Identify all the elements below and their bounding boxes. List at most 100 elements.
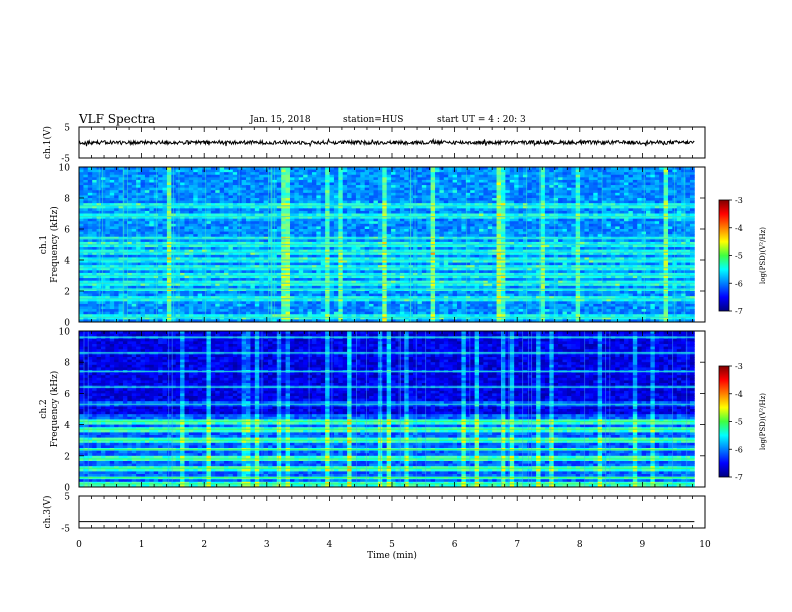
ch1-spectrogram-cell bbox=[562, 241, 568, 245]
ch1-spectrogram-cell bbox=[184, 179, 190, 183]
ch1-spectrogram-cell bbox=[329, 216, 335, 220]
ch1-spectrogram-cell bbox=[461, 208, 467, 212]
ch1-spectrogram-cell bbox=[131, 229, 137, 232]
ch1-spectrogram-cell bbox=[263, 210, 269, 214]
ch1-spectrogram-cell bbox=[333, 167, 339, 170]
ch1-spectrogram-cell bbox=[382, 205, 388, 209]
ch1-spectrogram-cell bbox=[105, 223, 111, 227]
ch1-spectrogram-cell bbox=[492, 190, 497, 194]
ch1-spectrogram-cell bbox=[650, 200, 656, 204]
ch1-spectrogram-cell bbox=[632, 252, 638, 256]
ch1-spectrogram-cell bbox=[175, 203, 181, 207]
ch1-spectrogram-cell bbox=[83, 169, 89, 173]
ch1-spectrogram-cell bbox=[391, 218, 396, 222]
ch1-spectrogram-cell bbox=[540, 200, 546, 204]
ch1-spectrogram-cell bbox=[136, 172, 141, 176]
ch1-spectrogram-cell bbox=[522, 247, 528, 251]
ch1-spectrogram-cell bbox=[417, 234, 423, 238]
ch1-spectrogram-cell bbox=[215, 179, 221, 183]
ch1-spectrogram-cell bbox=[105, 208, 111, 212]
ch1-spectrogram-cell bbox=[122, 229, 128, 232]
ch1-spectrogram-cell bbox=[553, 210, 559, 214]
ch1-spectrogram-cell bbox=[228, 244, 234, 248]
ch1-spectrogram-cell bbox=[624, 167, 629, 170]
ch1-spectrogram-cell bbox=[144, 216, 150, 220]
ch1-spectrogram-cell bbox=[457, 213, 462, 217]
ch1-spectrogram-cell bbox=[435, 208, 440, 212]
ch1-spectrogram-cell bbox=[615, 210, 621, 214]
ch1-spectrogram-cell bbox=[351, 205, 357, 209]
ch1-spectrogram-cell bbox=[232, 210, 238, 214]
ch1-spectrogram-cell bbox=[566, 244, 572, 248]
ch1-spectrogram-cell bbox=[619, 218, 625, 222]
ch1-spectrogram-cell bbox=[606, 187, 612, 191]
ch1-spectrogram-cell bbox=[689, 247, 695, 251]
ch1-spectrogram-cell bbox=[553, 167, 559, 170]
ch1-spectrogram-cell bbox=[457, 200, 462, 204]
ch1-spectrogram-cell bbox=[276, 190, 282, 194]
ch1-spectrogram-cell bbox=[465, 179, 471, 183]
ch1-spectrogram-cell bbox=[320, 192, 326, 196]
ch1-spectrogram-cell bbox=[685, 174, 691, 178]
ch1-spectrogram-cell bbox=[140, 257, 146, 261]
ch1-spectrogram-cell bbox=[430, 223, 436, 227]
ch1-spectrogram-cell bbox=[118, 239, 124, 243]
ch1-spectrogram-cell bbox=[597, 229, 603, 232]
ch1-spectrogram-cell bbox=[571, 167, 577, 170]
ch1-spectrogram-cell bbox=[118, 190, 124, 194]
ch1-spectrogram-cell bbox=[531, 172, 537, 176]
ch1-spectrogram-cell bbox=[663, 205, 669, 209]
ch1-spectrogram-cell bbox=[522, 234, 528, 238]
ch1-spectrogram-cell bbox=[83, 174, 89, 178]
ch1-spectrogram-cell bbox=[540, 213, 546, 217]
ch1-spectrogram-cell bbox=[158, 252, 163, 256]
ch1-spectrogram-cell bbox=[254, 185, 260, 189]
ch1-spectrogram-cell bbox=[553, 241, 559, 245]
ch1-spectrogram-cell bbox=[549, 231, 555, 235]
ch1-spectrogram-cell bbox=[294, 247, 300, 251]
ch1-spectrogram-cell bbox=[246, 254, 251, 258]
ch1-spectrogram-cell bbox=[285, 174, 291, 178]
ch1-spectrogram-cell bbox=[276, 182, 282, 186]
ch1-spectrogram-cell bbox=[474, 247, 480, 251]
ch1-spectrogram-cell bbox=[83, 218, 89, 222]
ch1-spectrogram-cell bbox=[351, 210, 357, 214]
ch1-spectrogram-cell bbox=[377, 167, 383, 170]
ch1-spectrogram-cell bbox=[210, 169, 216, 173]
ch1-spectrogram-cell bbox=[188, 208, 194, 212]
ch1-spectrogram-cell bbox=[333, 244, 339, 248]
ch1-spectrogram-cell bbox=[228, 221, 234, 225]
ch1-spectrogram-cell bbox=[395, 192, 401, 196]
ch1-spectrogram-cell bbox=[166, 167, 172, 170]
ch1-spectrogram-cell bbox=[667, 252, 673, 256]
ch1-spectrogram-cell bbox=[514, 198, 519, 201]
ch1-spectrogram-cell bbox=[663, 241, 669, 245]
ch1-spectrogram-cell bbox=[153, 216, 159, 220]
ch1-spectrogram-cell bbox=[435, 218, 440, 222]
ch1-spectrogram-cell bbox=[228, 205, 234, 209]
ch1-spectrogram-cell bbox=[285, 254, 291, 258]
ch1-spectrogram-cell bbox=[522, 195, 528, 199]
ch1-spectrogram-cell bbox=[202, 205, 207, 209]
ch1-spectrogram-cell bbox=[289, 205, 295, 209]
ch1-spectrogram-cell bbox=[162, 195, 168, 199]
ch1-spectrogram-cell bbox=[404, 192, 410, 196]
ch1-spectrogram-cell bbox=[311, 167, 317, 170]
ch1-spectrogram-cell bbox=[79, 167, 84, 170]
ch1-spectrogram-cell bbox=[628, 167, 634, 170]
ch1-spectrogram-cell bbox=[430, 221, 436, 225]
ch1-spectrogram-cell bbox=[158, 167, 163, 170]
ch1-spectrogram-cell bbox=[505, 167, 511, 170]
ch1-spectrogram-cell bbox=[404, 216, 410, 220]
ch1-spectrogram-cell bbox=[522, 213, 528, 217]
ch1-spectrogram-cell bbox=[439, 195, 445, 199]
ch1-spectrogram-cell bbox=[114, 200, 119, 204]
ch1-spectrogram-cell bbox=[228, 213, 234, 217]
ch1-spectrogram-cell bbox=[303, 231, 308, 235]
ch1-spectrogram-cell bbox=[496, 179, 502, 183]
ch1-spectrogram-cell bbox=[457, 231, 462, 235]
ch1-spectrogram-cell bbox=[158, 221, 163, 225]
ch1-spectrogram-cell bbox=[210, 182, 216, 186]
ch1-spectrogram-cell bbox=[474, 208, 480, 212]
ch1-spectrogram-cell bbox=[228, 241, 234, 245]
